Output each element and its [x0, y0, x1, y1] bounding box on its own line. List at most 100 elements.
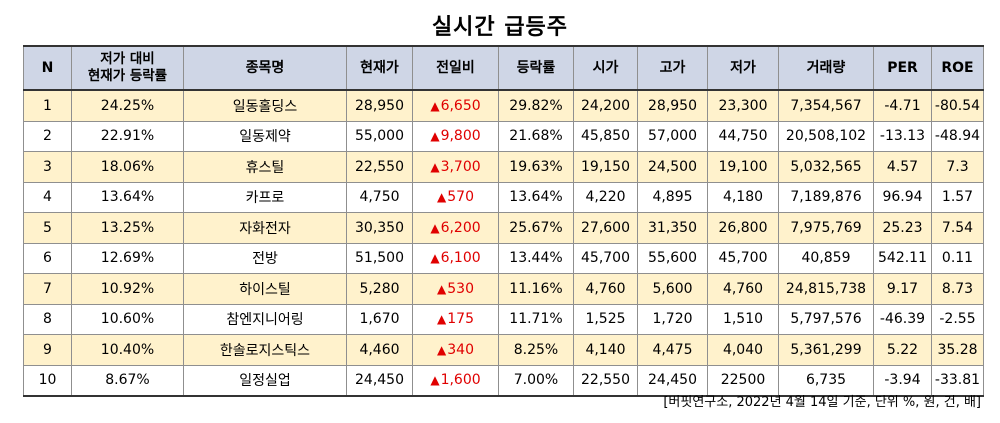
cell-price: 4,750: [346, 181, 413, 213]
table-row[interactable]: 10 8.67% 일정실업 24,450 ▲1,600 7.00% 22,550 24,450…: [23, 364, 984, 397]
cell-rate: 25.67%: [498, 212, 574, 244]
cell-change: ▲3,700: [412, 151, 499, 183]
cell-volume: 7,354,567: [778, 89, 874, 122]
cell-ratio: 8.67%: [71, 364, 184, 397]
cell-low: 19,100: [707, 151, 779, 183]
cell-price: 28,950: [346, 89, 413, 122]
cell-roe: -33.81: [931, 364, 984, 397]
cell-per: -3.94: [873, 364, 932, 397]
cell-stock-name: 하이스틸: [183, 273, 347, 305]
col-header-n[interactable]: N: [23, 45, 72, 91]
cell-open: 45,850: [573, 120, 638, 152]
cell-stock-name: 참엔지니어링: [183, 303, 347, 335]
cell-roe: -2.55: [931, 303, 984, 335]
table-row[interactable]: 9 10.40% 한솔로지스틱스 4,460 ▲340 8.25% 4,140 4,475 4,…: [23, 334, 984, 366]
cell-rate: 29.82%: [498, 89, 574, 122]
cell-ratio: 10.92%: [71, 273, 184, 305]
cell-ratio: 24.25%: [71, 89, 184, 122]
up-triangle-icon: ▲: [437, 190, 447, 205]
cell-n: 3: [23, 151, 72, 183]
cell-ratio: 13.25%: [71, 212, 184, 244]
col-header-change[interactable]: 전일비: [412, 45, 499, 91]
table-row[interactable]: 8 10.60% 참엔지니어링 1,670 ▲175 11.71% 1,525 1,720 1,…: [23, 303, 984, 335]
cell-high: 1,720: [637, 303, 708, 335]
cell-low: 1,510: [707, 303, 779, 335]
col-header-price[interactable]: 현재가: [346, 45, 413, 91]
cell-stock-name: 일동홀딩스: [183, 89, 347, 122]
cell-roe: 7.3: [931, 151, 984, 183]
table-row[interactable]: 7 10.92% 하이스틸 5,280 ▲530 11.16% 4,760 5,600 4,76…: [23, 273, 984, 305]
up-triangle-icon: ▲: [430, 220, 440, 235]
col-header-high[interactable]: 고가: [637, 45, 708, 91]
cell-rate: 8.25%: [498, 334, 574, 366]
col-header-per[interactable]: PER: [873, 45, 932, 91]
cell-change: ▲6,200: [412, 212, 499, 244]
cell-low: 4,180: [707, 181, 779, 213]
cell-open: 45,700: [573, 242, 638, 274]
cell-roe: 0.11: [931, 242, 984, 274]
table-row[interactable]: 2 22.91% 일동제약 55,000 ▲9,800 21.68% 45,850 57,00…: [23, 120, 984, 152]
page-title: 실시간 급등주: [431, 15, 569, 40]
change-value: 9,800: [440, 128, 481, 145]
cell-n: 5: [23, 212, 72, 244]
cell-per: 9.17: [873, 273, 932, 305]
cell-rate: 13.44%: [498, 242, 574, 274]
cell-open: 4,220: [573, 181, 638, 213]
col-header-roe[interactable]: ROE: [931, 45, 984, 91]
cell-rate: 21.68%: [498, 120, 574, 152]
cell-change: ▲6,650: [412, 89, 499, 122]
cell-high: 31,350: [637, 212, 708, 244]
cell-volume: 24,815,738: [778, 273, 874, 305]
cell-per: -13.13: [873, 120, 932, 152]
cell-open: 1,525: [573, 303, 638, 335]
cell-volume: 5,032,565: [778, 151, 874, 183]
up-triangle-icon: ▲: [437, 342, 447, 357]
col-header-volume[interactable]: 거래량: [778, 45, 874, 91]
table-body: 1 24.25% 일동홀딩스 28,950 ▲6,650 29.82% 24,200 28,9…: [23, 89, 984, 397]
col-header-open[interactable]: 시가: [573, 45, 638, 91]
cell-stock-name: 휴스틸: [183, 151, 347, 183]
cell-per: 542.11: [873, 242, 932, 274]
cell-stock-name: 카프로: [183, 181, 347, 213]
table-row[interactable]: 4 13.64% 카프로 4,750 ▲570 13.64% 4,220 4,895 4,180…: [23, 181, 984, 213]
cell-ratio: 10.40%: [71, 334, 184, 366]
table-row[interactable]: 1 24.25% 일동홀딩스 28,950 ▲6,650 29.82% 24,200 28,9…: [23, 89, 984, 122]
table-row[interactable]: 5 13.25% 자화전자 30,350 ▲6,200 25.67% 27,600 31,35…: [23, 212, 984, 244]
cell-high: 55,600: [637, 242, 708, 274]
cell-volume: 20,508,102: [778, 120, 874, 152]
table-row[interactable]: 6 12.69% 전방 51,500 ▲6,100 13.44% 45,700 55,600 4…: [23, 242, 984, 274]
col-header-ratio[interactable]: 저가 대비 현재가 등락률: [71, 45, 184, 91]
cell-price: 30,350: [346, 212, 413, 244]
change-value: 6,650: [440, 97, 481, 114]
cell-low: 26,800: [707, 212, 779, 244]
cell-n: 1: [23, 89, 72, 122]
cell-high: 28,950: [637, 89, 708, 122]
col-header-name[interactable]: 종목명: [183, 45, 347, 91]
cell-volume: 5,797,576: [778, 303, 874, 335]
cell-per: 25.23: [873, 212, 932, 244]
up-triangle-icon: ▲: [430, 159, 440, 174]
cell-n: 8: [23, 303, 72, 335]
col-header-low[interactable]: 저가: [707, 45, 779, 91]
cell-rate: 11.16%: [498, 273, 574, 305]
cell-high: 57,000: [637, 120, 708, 152]
cell-price: 5,280: [346, 273, 413, 305]
cell-stock-name: 전방: [183, 242, 347, 274]
cell-ratio: 10.60%: [71, 303, 184, 335]
col-header-ratio-line1: 저가 대비: [100, 51, 155, 67]
cell-roe: -80.54: [931, 89, 984, 122]
cell-open: 4,760: [573, 273, 638, 305]
cell-price: 22,550: [346, 151, 413, 183]
cell-volume: 6,735: [778, 364, 874, 397]
cell-stock-name: 일동제약: [183, 120, 347, 152]
cell-price: 24,450: [346, 364, 413, 397]
cell-change: ▲570: [412, 181, 499, 213]
col-header-rate[interactable]: 등락률: [498, 45, 574, 91]
cell-roe: 8.73: [931, 273, 984, 305]
cell-open: 4,140: [573, 334, 638, 366]
cell-ratio: 13.64%: [71, 181, 184, 213]
table-row[interactable]: 3 18.06% 휴스틸 22,550 ▲3,700 19.63% 19,150 24,500…: [23, 151, 984, 183]
up-triangle-icon: ▲: [437, 281, 447, 296]
table-header-row: N 저가 대비 현재가 등락률 종목명 현재가 전일비 등락률 시가 고가 저가…: [23, 45, 984, 91]
cell-n: 2: [23, 120, 72, 152]
